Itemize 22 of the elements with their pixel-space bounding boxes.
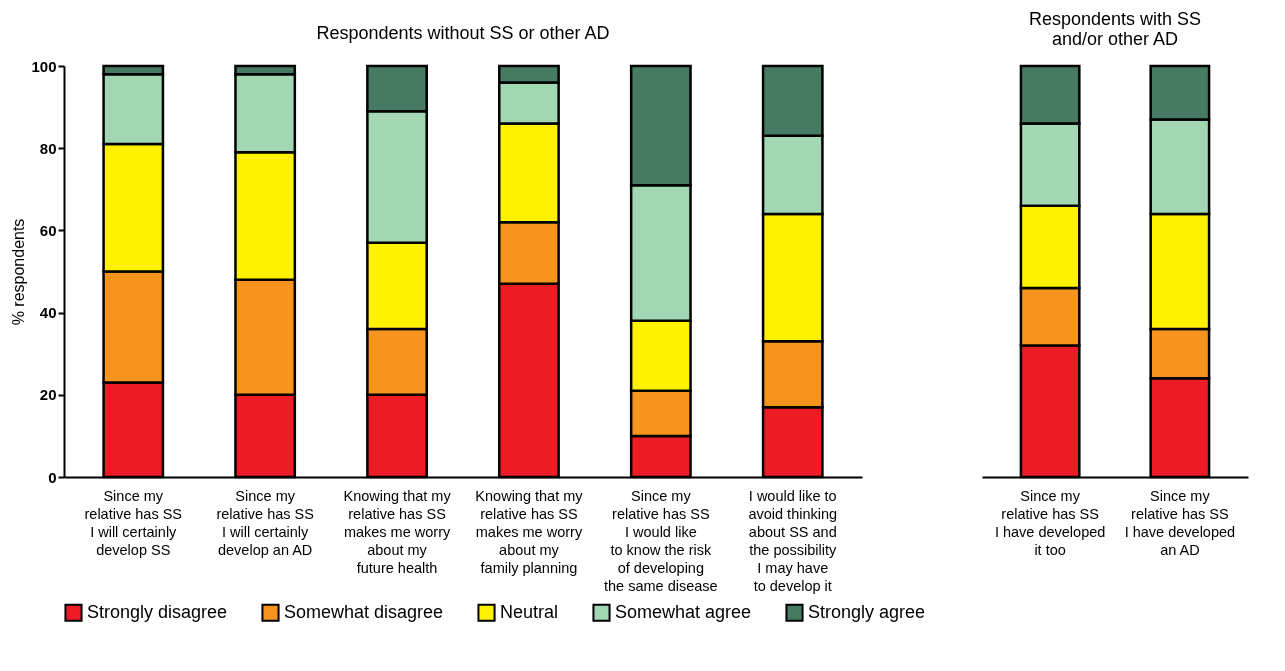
x-tick-label: Since my relative has SS I would like to know the risk of developing the same disease: [604, 487, 718, 594]
y-tick-label: 100: [31, 57, 57, 75]
y-tick-label: 80: [39, 139, 57, 157]
x-tick-label: Since my relative has SS I have developed it too: [994, 487, 1106, 558]
legend-label: Somewhat agree: [615, 601, 752, 622]
x-tick-label: Since my relative has SS I will certainly develop an AD: [216, 487, 314, 558]
x-tick-label: I would like to avoid thinking about SS and the possibility I may have to develop it: [748, 487, 838, 594]
chart-title: Respondents without SS or other AD: [316, 23, 610, 43]
y-axis-title: % respondents: [10, 218, 28, 326]
x-tick-label: Knowing that my relative has SS makes me worry about my future health: [343, 487, 452, 576]
legend-label: Neutral: [500, 601, 559, 622]
x-tick-label: Knowing that my relative has SS makes me worry about my family planning: [475, 487, 584, 576]
y-tick-label: 20: [39, 386, 57, 404]
legend-label: Strongly agree: [808, 601, 926, 622]
legend-label: Strongly disagree: [87, 601, 228, 622]
legend-label: Somewhat disagree: [284, 601, 444, 622]
y-tick-label: 60: [39, 221, 57, 239]
chart-title: Respondents with SS and/or other AD: [1028, 8, 1202, 49]
x-tick-label: Since my relative has SS I have developed an AD: [1124, 487, 1236, 558]
x-tick-label: Since my relative has SS I will certainly develop SS: [84, 487, 183, 558]
y-tick-label: 40: [39, 304, 57, 322]
y-tick-label: 0: [48, 468, 57, 486]
